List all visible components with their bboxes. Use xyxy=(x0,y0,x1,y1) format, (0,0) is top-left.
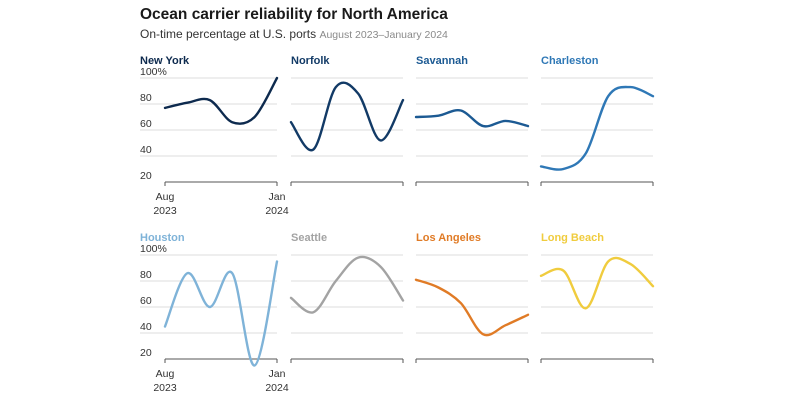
y-tick-label: 100% xyxy=(140,243,167,255)
panel-title-new-york: New York xyxy=(140,55,190,67)
series-line-seattle xyxy=(289,255,405,314)
panel-title-long-beach: Long Beach xyxy=(541,232,604,244)
y-tick-label: 80 xyxy=(140,269,152,281)
series-line-long-beach xyxy=(539,256,655,310)
panel-title-savannah: Savannah xyxy=(416,55,468,67)
y-tick-label: 20 xyxy=(140,170,152,182)
series-line-charleston xyxy=(539,85,655,171)
panel-title-seattle: Seattle xyxy=(291,232,327,244)
x-tick-label-year: 2024 xyxy=(265,205,289,217)
y-tick-label: 80 xyxy=(140,92,152,104)
x-tick-label-month: Jan xyxy=(269,368,286,380)
panel-title-houston: Houston xyxy=(140,232,185,244)
y-tick-label: 60 xyxy=(140,118,152,130)
series-line-los-angeles xyxy=(414,278,530,337)
x-tick-label-year: 2023 xyxy=(153,205,177,217)
series-line-houston xyxy=(163,260,279,367)
subtitle-date-range: August 2023–January 2024 xyxy=(319,29,448,41)
x-tick-label-month: Aug xyxy=(156,368,175,380)
y-tick-label: 40 xyxy=(140,321,152,333)
panel-title-los-angeles: Los Angeles xyxy=(416,232,481,244)
series-line-new-york xyxy=(163,76,279,125)
y-tick-label: 60 xyxy=(140,295,152,307)
chart-title: Ocean carrier reliability for North Amer… xyxy=(140,6,448,23)
y-tick-label: 20 xyxy=(140,347,152,359)
series-line-norfolk xyxy=(289,81,405,152)
subtitle-main: On-time percentage at U.S. ports xyxy=(140,27,317,41)
x-tick-label-year: 2023 xyxy=(153,382,177,394)
x-tick-label-month: Jan xyxy=(269,191,286,203)
panel-title-charleston: Charleston xyxy=(541,55,599,67)
series-line-savannah xyxy=(414,108,530,128)
y-tick-label: 40 xyxy=(140,144,152,156)
panel-title-norfolk: Norfolk xyxy=(291,55,330,67)
chart-subtitle: On-time percentage at U.S. ports August … xyxy=(140,27,448,41)
x-tick-label-month: Aug xyxy=(156,191,175,203)
y-tick-label: 100% xyxy=(140,66,167,78)
x-tick-label-year: 2024 xyxy=(265,382,289,394)
